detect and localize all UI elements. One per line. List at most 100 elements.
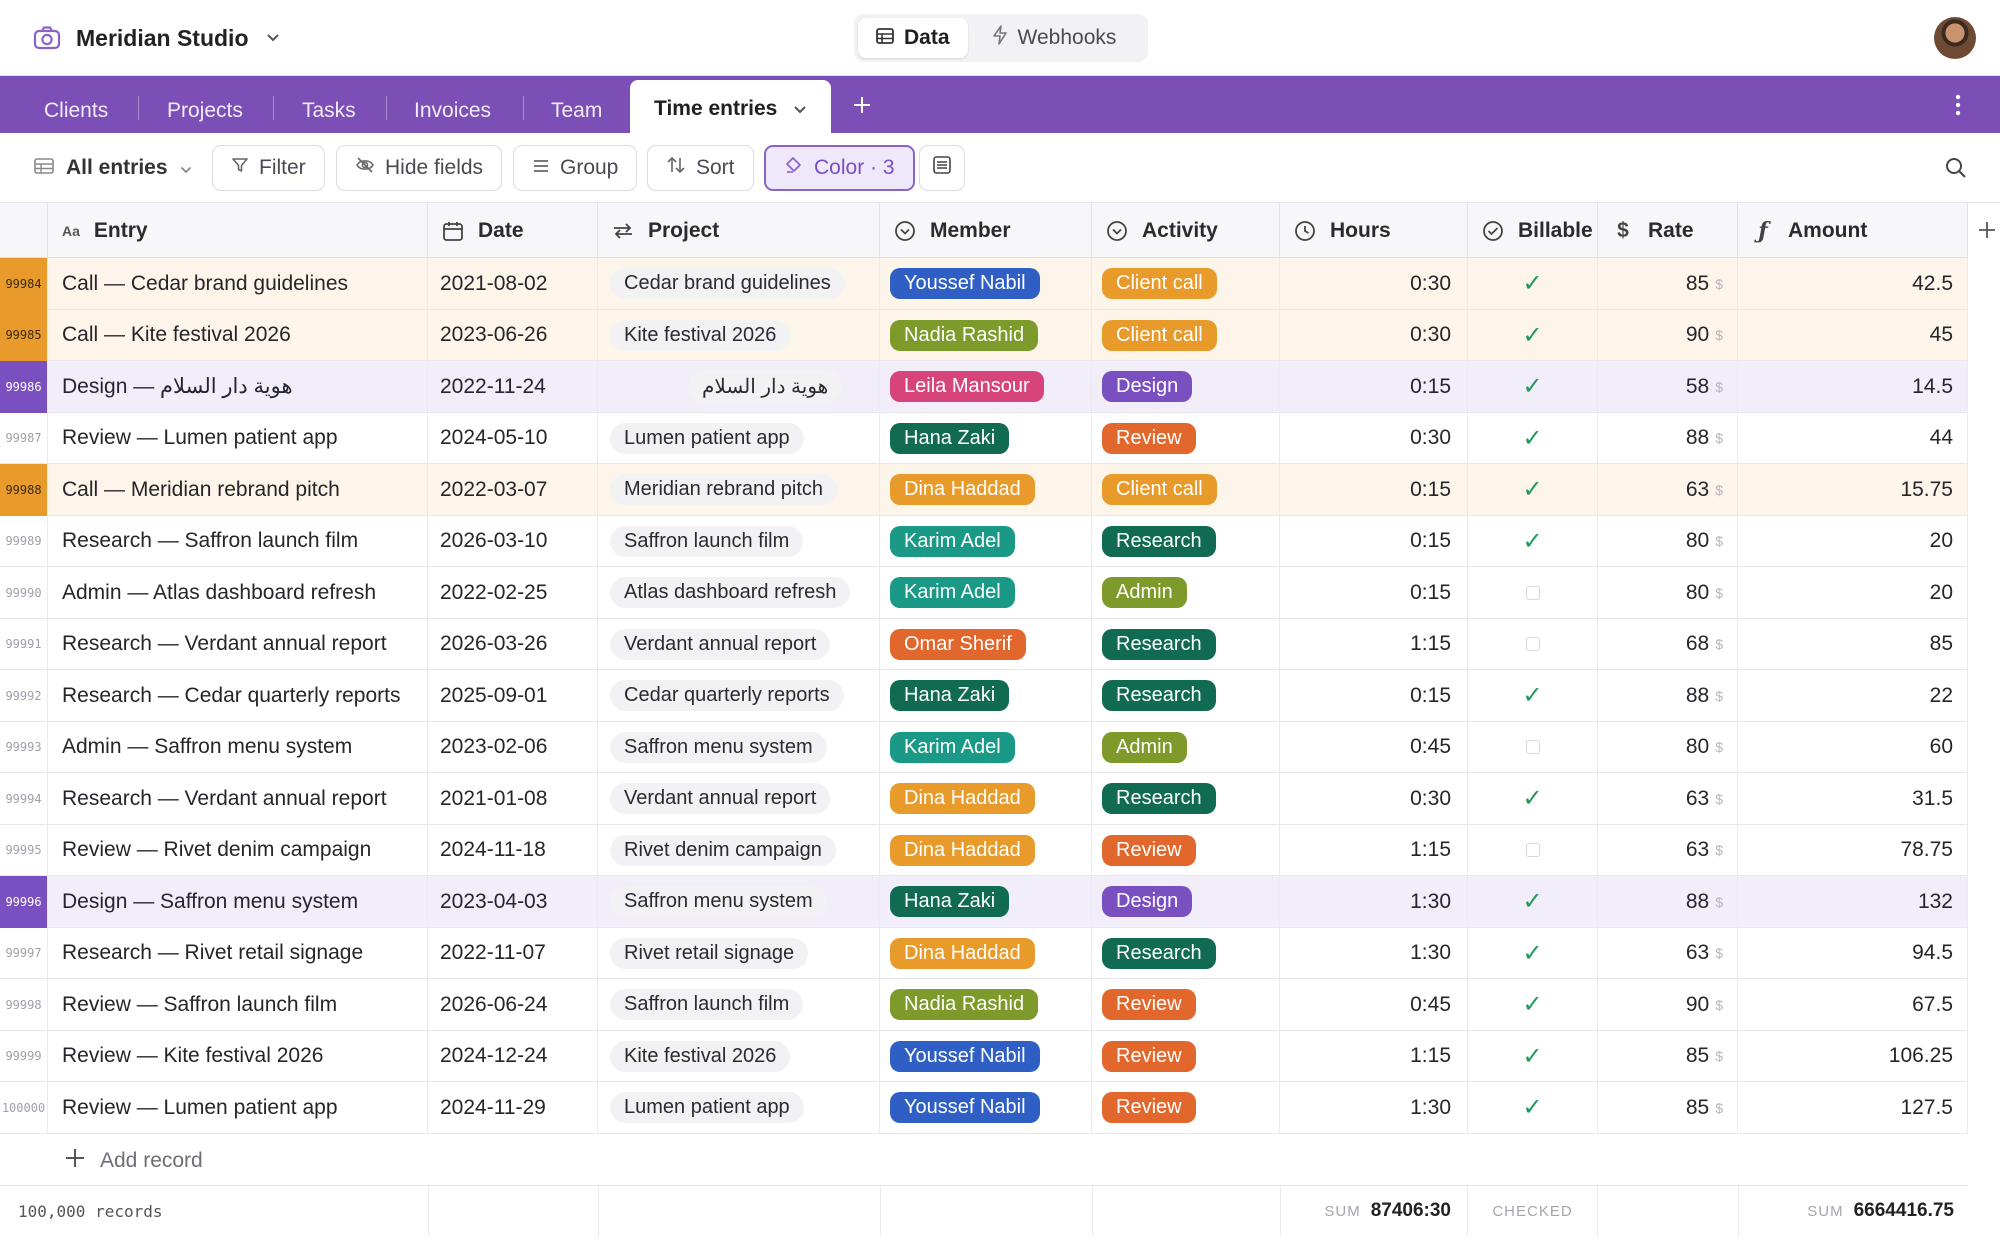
date-cell[interactable]: 2022-03-07 [428, 464, 598, 516]
hours-cell[interactable]: 1:15 [1280, 618, 1468, 670]
member-cell[interactable]: Dina Haddad [880, 927, 1092, 979]
member-cell[interactable]: Nadia Rashid [880, 979, 1092, 1031]
member-cell[interactable]: Omar Sherif [880, 618, 1092, 670]
activity-cell[interactable]: Design [1092, 361, 1280, 413]
billable-cell[interactable]: ✓ [1468, 1030, 1598, 1082]
entry-cell[interactable]: Review — Lumen patient app [48, 1082, 428, 1134]
column-header-amount[interactable]: ƒ Amount [1738, 203, 1968, 258]
date-cell[interactable]: 2026-06-24 [428, 979, 598, 1031]
member-chip[interactable]: Hana Zaki [890, 680, 1010, 712]
column-header-activity[interactable]: Activity [1092, 203, 1280, 258]
member-cell[interactable]: Karim Adel [880, 567, 1092, 619]
project-cell[interactable]: Saffron launch film [598, 979, 880, 1031]
table-row[interactable]: 100000 Review — Lumen patient app 2024-11-… [0, 1082, 1968, 1134]
rate-cell[interactable]: 88 $ [1598, 876, 1738, 928]
entry-cell[interactable]: Call — Meridian rebrand pitch [48, 464, 428, 516]
hours-cell[interactable]: 0:30 [1280, 309, 1468, 361]
check-icon[interactable]: ✓ [1522, 373, 1543, 401]
activity-cell[interactable]: Research [1092, 618, 1280, 670]
table-row[interactable]: 99993 Admin — Saffron menu system 2023-02-… [0, 721, 1968, 773]
hours-cell[interactable]: 0:15 [1280, 515, 1468, 567]
member-chip[interactable]: Youssef Nabil [890, 268, 1040, 300]
column-header-hours[interactable]: Hours [1280, 203, 1468, 258]
rate-cell[interactable]: 80 $ [1598, 721, 1738, 773]
activity-chip[interactable]: Review [1102, 422, 1196, 454]
member-chip[interactable]: Dina Haddad [890, 783, 1035, 815]
billable-cell[interactable]: ✓ [1468, 670, 1598, 722]
member-cell[interactable]: Hana Zaki [880, 412, 1092, 464]
rate-cell[interactable]: 85 $ [1598, 1082, 1738, 1134]
rate-cell[interactable]: 88 $ [1598, 412, 1738, 464]
activity-cell[interactable]: Design [1092, 876, 1280, 928]
project-chip[interactable]: Lumen patient app [610, 1092, 804, 1124]
table-row[interactable]: 99997 Research — Rivet retail signage 2022… [0, 927, 1968, 979]
project-cell[interactable]: Rivet retail signage [598, 927, 880, 979]
date-cell[interactable]: 2022-11-24 [428, 361, 598, 413]
member-chip[interactable]: Nadia Rashid [890, 989, 1039, 1021]
member-cell[interactable]: Dina Haddad [880, 773, 1092, 825]
table-row[interactable]: 99984 Call — Cedar brand guidelines 2021-0… [0, 258, 1968, 310]
activity-chip[interactable]: Review [1102, 834, 1196, 866]
hours-cell[interactable]: 1:30 [1280, 876, 1468, 928]
project-cell[interactable]: Saffron menu system [598, 721, 880, 773]
activity-chip[interactable]: Design [1102, 886, 1193, 918]
table-row[interactable]: 99985 Call — Kite festival 2026 2023-06-26… [0, 309, 1968, 361]
billable-cell[interactable]: ✓ [1468, 464, 1598, 516]
hours-cell[interactable]: 0:15 [1280, 361, 1468, 413]
billable-cell[interactable]: ✓ [1468, 361, 1598, 413]
project-chip[interactable]: Meridian rebrand pitch [610, 474, 837, 506]
check-icon[interactable]: ✓ [1522, 321, 1543, 349]
activity-cell[interactable]: Client call [1092, 258, 1280, 310]
rate-cell[interactable]: 90 $ [1598, 309, 1738, 361]
tab-time-entries[interactable]: Time entries [630, 80, 832, 133]
date-cell[interactable]: 2023-06-26 [428, 309, 598, 361]
project-cell[interactable]: Saffron menu system [598, 876, 880, 928]
project-chip[interactable]: Saffron menu system [610, 731, 827, 763]
group-button[interactable]: Group [513, 145, 638, 191]
rate-cell[interactable]: 63 $ [1598, 927, 1738, 979]
check-icon[interactable]: ✓ [1522, 1042, 1543, 1070]
rate-cell[interactable]: 90 $ [1598, 979, 1738, 1031]
billable-cell[interactable]: ✓ [1468, 927, 1598, 979]
member-cell[interactable]: Youssef Nabil [880, 258, 1092, 310]
rate-cell[interactable]: 80 $ [1598, 515, 1738, 567]
activity-chip[interactable]: Admin [1102, 731, 1187, 763]
entry-cell[interactable]: Review — Kite festival 2026 [48, 1030, 428, 1082]
activity-chip[interactable]: Research [1102, 937, 1216, 969]
member-cell[interactable]: Hana Zaki [880, 670, 1092, 722]
hours-cell[interactable]: 0:45 [1280, 721, 1468, 773]
member-chip[interactable]: Hana Zaki [890, 886, 1010, 918]
check-icon[interactable]: ✓ [1522, 1094, 1543, 1122]
add-table-icon[interactable] [850, 93, 874, 117]
billable-cell[interactable]: ✓ [1468, 979, 1598, 1031]
member-chip[interactable]: Dina Haddad [890, 474, 1035, 506]
member-cell[interactable]: Karim Adel [880, 515, 1092, 567]
activity-chip[interactable]: Client call [1102, 474, 1217, 506]
hours-cell[interactable]: 0:45 [1280, 979, 1468, 1031]
project-cell[interactable]: Verdant annual report [598, 618, 880, 670]
member-chip[interactable]: Omar Sherif [890, 628, 1026, 660]
activity-chip[interactable]: Research [1102, 525, 1216, 557]
member-cell[interactable]: Youssef Nabil [880, 1082, 1092, 1134]
hours-cell[interactable]: 1:15 [1280, 1030, 1468, 1082]
hours-cell[interactable]: 0:30 [1280, 773, 1468, 825]
activity-cell[interactable]: Client call [1092, 464, 1280, 516]
billable-cell[interactable] [1468, 824, 1598, 876]
member-chip[interactable]: Leila Mansour [890, 371, 1044, 403]
billable-cell[interactable]: ✓ [1468, 258, 1598, 310]
billable-cell[interactable] [1468, 618, 1598, 670]
rate-cell[interactable]: 63 $ [1598, 464, 1738, 516]
member-chip[interactable]: Nadia Rashid [890, 319, 1039, 351]
empty-checkbox[interactable] [1525, 740, 1540, 755]
filter-button[interactable]: Filter [212, 145, 325, 191]
member-chip[interactable]: Hana Zaki [890, 422, 1010, 454]
billable-cell[interactable]: ✓ [1468, 412, 1598, 464]
workspace-switcher[interactable]: Meridian Studio [32, 20, 283, 56]
activity-chip[interactable]: Research [1102, 628, 1216, 660]
table-row[interactable]: 99991 Research — Verdant annual report 202… [0, 618, 1968, 670]
table-row[interactable]: 99994 Research — Verdant annual report 202… [0, 773, 1968, 825]
member-chip[interactable]: Dina Haddad [890, 834, 1035, 866]
hours-summary[interactable]: SUM 87406:30 [1280, 1186, 1468, 1236]
activity-chip[interactable]: Review [1102, 1092, 1196, 1124]
column-header-project[interactable]: Project [598, 203, 880, 258]
